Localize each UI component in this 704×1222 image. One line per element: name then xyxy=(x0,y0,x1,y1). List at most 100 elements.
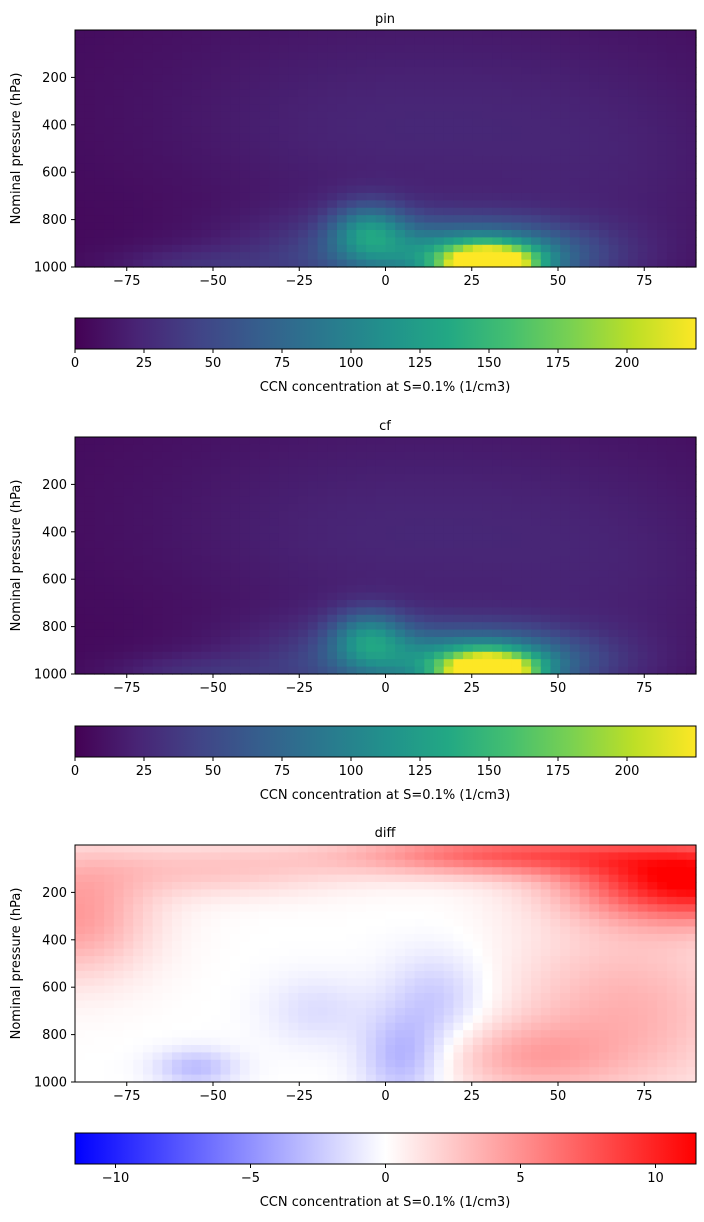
heatmap-cell xyxy=(172,467,182,475)
heatmap-cell xyxy=(434,67,444,75)
heatmap-cell xyxy=(609,104,619,112)
heatmap-cell xyxy=(221,111,231,119)
heatmap-cell xyxy=(512,230,522,238)
heatmap-cell xyxy=(424,860,434,868)
heatmap-cell xyxy=(415,926,425,934)
heatmap-cell xyxy=(628,630,638,638)
heatmap-cell xyxy=(550,882,560,890)
heatmap-cell xyxy=(580,82,590,90)
heatmap-cell xyxy=(580,444,590,452)
heatmap-cell xyxy=(143,452,153,460)
heatmap-cell xyxy=(647,474,657,482)
heatmap-cell xyxy=(221,37,231,45)
heatmap-cell xyxy=(541,489,551,497)
heatmap-cell xyxy=(172,489,182,497)
heatmap-cell xyxy=(453,208,463,216)
heatmap-cell xyxy=(492,570,502,578)
heatmap-cell xyxy=(308,570,318,578)
heatmap-cell xyxy=(686,489,696,497)
heatmap-cell xyxy=(250,67,260,75)
heatmap-cell xyxy=(405,444,415,452)
heatmap-cell xyxy=(162,230,172,238)
x-tick-label: 50 xyxy=(550,274,567,289)
heatmap-cell xyxy=(162,585,172,593)
heatmap-cell xyxy=(221,104,231,112)
heatmap-cell xyxy=(434,875,444,883)
heatmap-cell xyxy=(502,926,512,934)
heatmap-cell xyxy=(434,607,444,615)
heatmap-cell xyxy=(531,437,541,445)
heatmap-cell xyxy=(94,237,104,245)
heatmap-cell xyxy=(201,667,211,675)
heatmap-cell xyxy=(162,600,172,608)
heatmap-cell xyxy=(376,74,386,82)
heatmap-cell xyxy=(638,875,648,883)
heatmap-cell xyxy=(240,215,250,223)
heatmap-cell xyxy=(288,607,298,615)
heatmap-cell xyxy=(570,74,580,82)
heatmap-cell xyxy=(483,252,493,260)
heatmap-cell xyxy=(512,200,522,208)
heatmap-cell xyxy=(541,615,551,623)
colorbar-tick-label: 150 xyxy=(477,764,502,779)
heatmap-cell xyxy=(444,860,454,868)
heatmap-cell xyxy=(366,149,376,157)
y-tick-label: 1000 xyxy=(34,668,67,683)
heatmap-cell xyxy=(114,845,124,853)
heatmap-cell xyxy=(677,245,687,253)
heatmap-cell xyxy=(444,437,454,445)
heatmap-cell xyxy=(201,570,211,578)
heatmap-cell xyxy=(550,600,560,608)
heatmap-cell xyxy=(182,904,192,912)
heatmap-cell xyxy=(327,156,337,164)
y-tick-label: 200 xyxy=(42,71,67,86)
heatmap-cell xyxy=(667,852,677,860)
heatmap-cell xyxy=(94,30,104,38)
heatmap-cell xyxy=(250,223,260,231)
heatmap-cell xyxy=(618,489,628,497)
heatmap-cell xyxy=(483,889,493,897)
heatmap-cell xyxy=(240,852,250,860)
heatmap-cell xyxy=(444,489,454,497)
heatmap-cell xyxy=(143,919,153,927)
heatmap-cell xyxy=(201,230,211,238)
heatmap-cell xyxy=(424,875,434,883)
heatmap-cell xyxy=(628,897,638,905)
heatmap-cell xyxy=(570,570,580,578)
heatmap-cell xyxy=(114,67,124,75)
heatmap-cell xyxy=(211,541,221,549)
heatmap-cell xyxy=(560,904,570,912)
heatmap-cell xyxy=(191,556,201,564)
heatmap-cell xyxy=(221,511,231,519)
heatmap-cell xyxy=(230,186,240,194)
heatmap-cell xyxy=(250,74,260,82)
heatmap-cell xyxy=(133,867,143,875)
heatmap-cell xyxy=(405,459,415,467)
heatmap-cell xyxy=(609,97,619,105)
heatmap-cell xyxy=(240,659,250,667)
heatmap-cell xyxy=(133,52,143,60)
heatmap-cell xyxy=(75,556,85,564)
heatmap-cell xyxy=(94,74,104,82)
heatmap-cell xyxy=(657,904,667,912)
heatmap-cell xyxy=(395,548,405,556)
heatmap-cell xyxy=(104,622,114,630)
heatmap-cell xyxy=(609,186,619,194)
heatmap-cell xyxy=(94,200,104,208)
heatmap-cell xyxy=(628,615,638,623)
heatmap-cell xyxy=(337,889,347,897)
heatmap-cell xyxy=(366,630,376,638)
heatmap-cell xyxy=(444,60,454,68)
heatmap-cell xyxy=(657,171,667,179)
heatmap-cell xyxy=(133,74,143,82)
heatmap-cell xyxy=(318,74,328,82)
heatmap-cell xyxy=(415,215,425,223)
heatmap-cell xyxy=(677,496,687,504)
heatmap-cell xyxy=(386,444,396,452)
heatmap-cell xyxy=(85,615,95,623)
heatmap-cell xyxy=(162,630,172,638)
heatmap-cell xyxy=(124,585,134,593)
heatmap-cell xyxy=(609,518,619,526)
heatmap-cell xyxy=(618,193,628,201)
heatmap-cell xyxy=(444,30,454,38)
